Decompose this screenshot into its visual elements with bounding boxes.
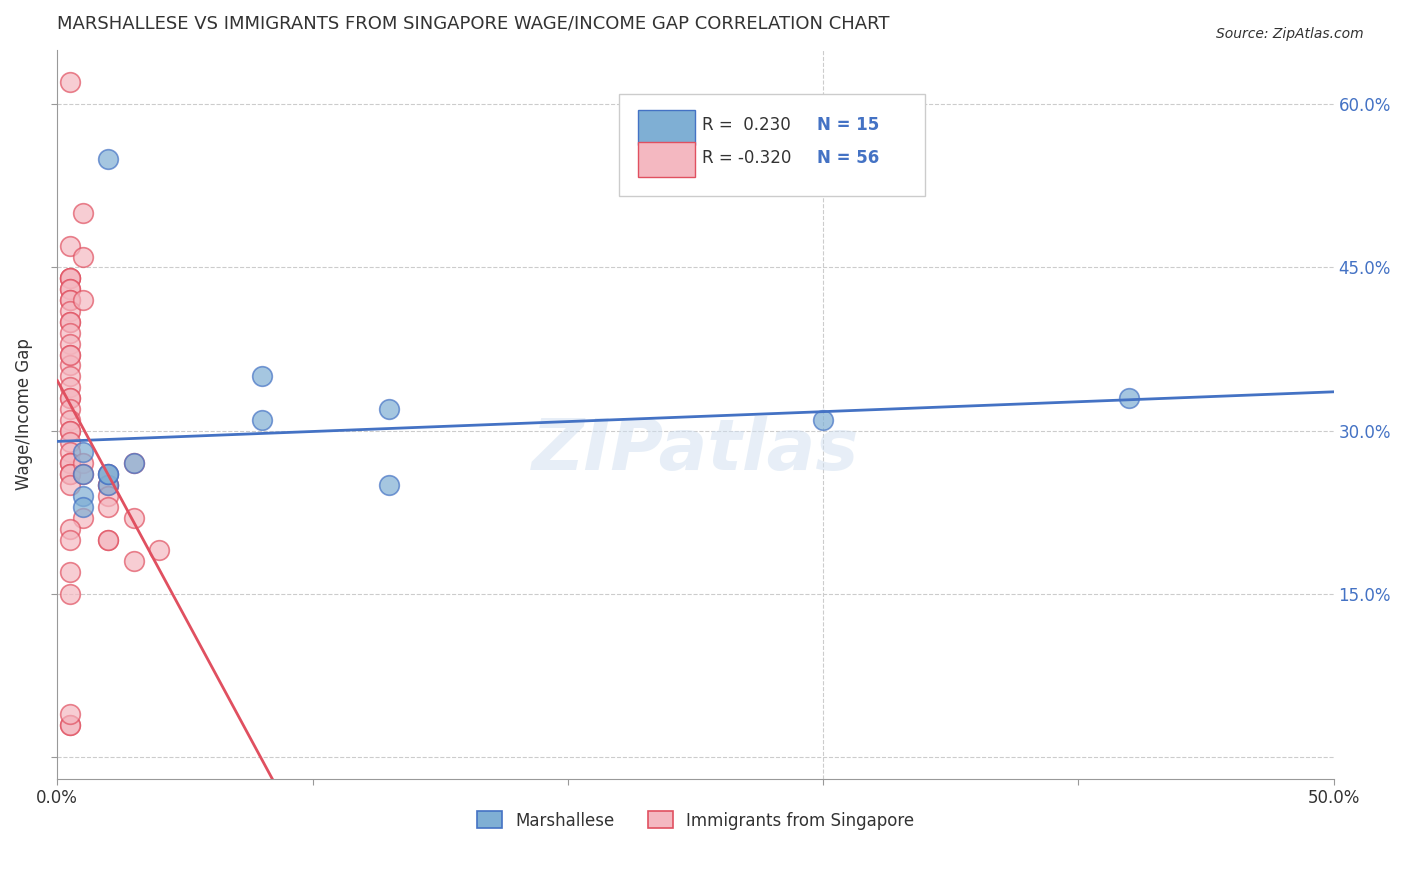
Point <box>59 282 82 296</box>
Point <box>59 456 82 470</box>
Point <box>72 445 94 459</box>
Point <box>378 401 401 416</box>
Point <box>59 315 82 329</box>
Point <box>122 510 145 524</box>
Point <box>250 369 273 384</box>
Point <box>59 401 82 416</box>
Point <box>59 326 82 340</box>
Point <box>97 467 120 482</box>
Point <box>72 250 94 264</box>
Point <box>59 391 82 405</box>
Point <box>59 587 82 601</box>
Point <box>59 271 82 285</box>
Point <box>59 424 82 438</box>
Text: ZIPatlas: ZIPatlas <box>531 417 859 485</box>
Point <box>122 456 145 470</box>
Point <box>59 706 82 721</box>
Legend: Marshallese, Immigrants from Singapore: Marshallese, Immigrants from Singapore <box>470 805 921 836</box>
Point <box>72 510 94 524</box>
Text: MARSHALLESE VS IMMIGRANTS FROM SINGAPORE WAGE/INCOME GAP CORRELATION CHART: MARSHALLESE VS IMMIGRANTS FROM SINGAPORE… <box>58 15 890 33</box>
Point <box>59 533 82 547</box>
Point <box>97 478 120 492</box>
Point <box>97 533 120 547</box>
Point <box>122 456 145 470</box>
Text: N = 56: N = 56 <box>817 149 879 167</box>
Point <box>148 543 170 558</box>
Point <box>59 434 82 449</box>
Point <box>811 413 834 427</box>
Point <box>59 315 82 329</box>
Point <box>97 489 120 503</box>
Point <box>378 478 401 492</box>
FancyBboxPatch shape <box>638 110 696 145</box>
Point <box>59 424 82 438</box>
Text: R = -0.320: R = -0.320 <box>702 149 792 167</box>
Point <box>1118 391 1140 405</box>
Text: R =  0.230: R = 0.230 <box>702 116 790 134</box>
Point <box>97 478 120 492</box>
Point <box>72 500 94 514</box>
Point <box>59 304 82 318</box>
Point <box>59 369 82 384</box>
Point <box>59 467 82 482</box>
Point <box>59 478 82 492</box>
Point <box>59 467 82 482</box>
Point <box>59 293 82 307</box>
Point <box>59 359 82 373</box>
Point <box>59 413 82 427</box>
Point <box>97 152 120 166</box>
Text: N = 15: N = 15 <box>817 116 879 134</box>
Text: Source: ZipAtlas.com: Source: ZipAtlas.com <box>1216 27 1364 41</box>
Point <box>59 336 82 351</box>
Point <box>59 271 82 285</box>
Point <box>59 347 82 361</box>
Y-axis label: Wage/Income Gap: Wage/Income Gap <box>15 338 32 491</box>
Point <box>59 282 82 296</box>
Point <box>59 717 82 731</box>
Point <box>122 554 145 568</box>
Point <box>97 478 120 492</box>
Point <box>59 293 82 307</box>
FancyBboxPatch shape <box>638 143 696 178</box>
Point <box>97 467 120 482</box>
Point <box>59 391 82 405</box>
Point <box>72 456 94 470</box>
Point <box>59 238 82 252</box>
Point <box>97 467 120 482</box>
Point <box>72 206 94 220</box>
Point <box>59 75 82 89</box>
Point <box>97 500 120 514</box>
FancyBboxPatch shape <box>619 94 925 195</box>
Point <box>59 522 82 536</box>
Point <box>59 445 82 459</box>
Point <box>59 380 82 394</box>
Point <box>72 467 94 482</box>
Point <box>59 271 82 285</box>
Point <box>72 293 94 307</box>
Point <box>59 565 82 579</box>
Point <box>72 467 94 482</box>
Point <box>250 413 273 427</box>
Point <box>59 717 82 731</box>
Point <box>59 456 82 470</box>
Point <box>72 489 94 503</box>
Point <box>97 533 120 547</box>
Point <box>59 347 82 361</box>
